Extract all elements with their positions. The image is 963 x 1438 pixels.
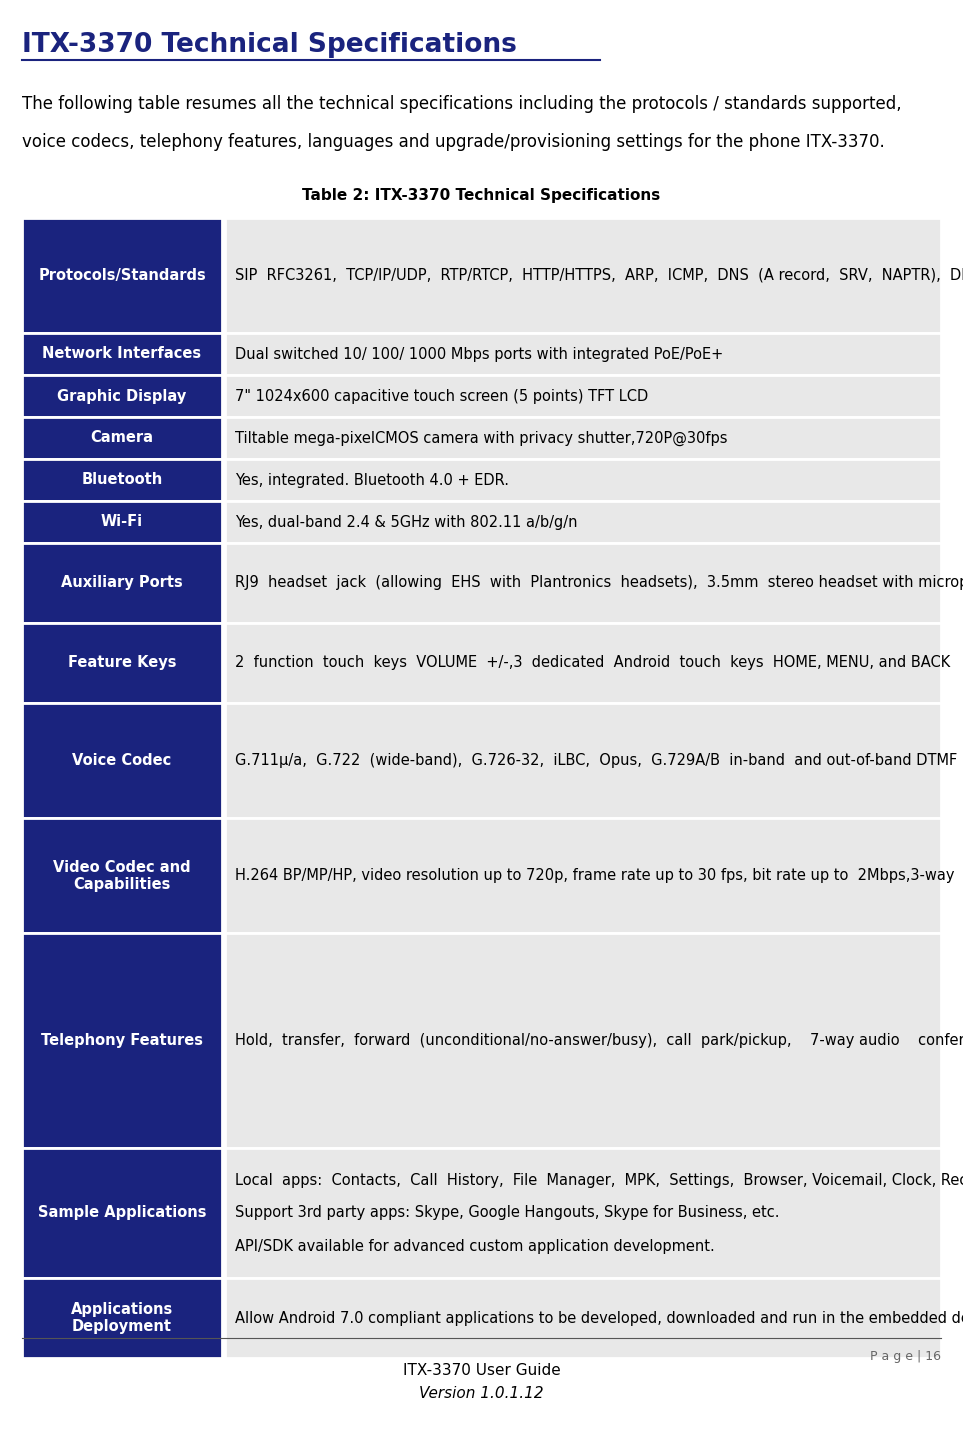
Bar: [225, 818, 941, 933]
Bar: [225, 1278, 941, 1357]
Bar: [225, 459, 941, 500]
Bar: [22, 544, 222, 623]
Text: voice codecs, telephony features, languages and upgrade/provisioning settings fo: voice codecs, telephony features, langua…: [22, 132, 885, 151]
Text: 7" 1024x600 capacitive touch screen (5 points) TFT LCD: 7" 1024x600 capacitive touch screen (5 p…: [235, 388, 648, 404]
Bar: [225, 219, 941, 334]
Text: P a g e | 16: P a g e | 16: [870, 1350, 941, 1363]
Bar: [225, 544, 941, 623]
Bar: [225, 500, 941, 544]
Text: RJ9  headset  jack  (allowing  EHS  with  Plantronics  headsets),  3.5mm  stereo: RJ9 headset jack (allowing EHS with Plan…: [235, 575, 963, 591]
Bar: [22, 818, 222, 933]
Text: Version 1.0.1.12: Version 1.0.1.12: [419, 1386, 544, 1401]
Text: Yes, integrated. Bluetooth 4.0 + EDR.: Yes, integrated. Bluetooth 4.0 + EDR.: [235, 473, 509, 487]
Text: SIP  RFC3261,  TCP/IP/UDP,  RTP/RTCP,  HTTP/HTTPS,  ARP,  ICMP,  DNS  (A record,: SIP RFC3261, TCP/IP/UDP, RTP/RTCP, HTTP/…: [235, 267, 963, 283]
Text: Protocols/Standards: Protocols/Standards: [39, 267, 206, 283]
Bar: [225, 417, 941, 459]
Text: G.711µ/a,  G.722  (wide-band),  G.726-32,  iLBC,  Opus,  G.729A/B  in-band  and : G.711µ/a, G.722 (wide-band), G.726-32, i…: [235, 754, 963, 768]
Text: Local  apps:  Contacts,  Call  History,  File  Manager,  MPK,  Settings,  Browse: Local apps: Contacts, Call History, File…: [235, 1172, 963, 1188]
Bar: [22, 459, 222, 500]
Text: Camera: Camera: [91, 430, 153, 446]
Bar: [225, 1148, 941, 1278]
Text: Deployment: Deployment: [72, 1319, 172, 1334]
Bar: [22, 334, 222, 375]
Text: The following table resumes all the technical specifications including the proto: The following table resumes all the tech…: [22, 95, 901, 114]
Text: Table 2: ITX-3370 Technical Specifications: Table 2: ITX-3370 Technical Specificatio…: [302, 188, 661, 203]
Text: ITX-3370 User Guide: ITX-3370 User Guide: [403, 1363, 560, 1378]
Text: Auxiliary Ports: Auxiliary Ports: [61, 575, 183, 591]
Bar: [225, 375, 941, 417]
Text: API/SDK available for advanced custom application development.: API/SDK available for advanced custom ap…: [235, 1238, 715, 1254]
Text: Dual switched 10/ 100/ 1000 Mbps ports with integrated PoE/PoE+: Dual switched 10/ 100/ 1000 Mbps ports w…: [235, 347, 723, 361]
Text: Network Interfaces: Network Interfaces: [42, 347, 201, 361]
Text: Tiltable mega-pixelCMOS camera with privacy shutter,720P@30fps: Tiltable mega-pixelCMOS camera with priv…: [235, 430, 727, 446]
Bar: [22, 500, 222, 544]
Text: Yes, dual-band 2.4 & 5GHz with 802.11 a/b/g/n: Yes, dual-band 2.4 & 5GHz with 802.11 a/…: [235, 515, 578, 529]
Bar: [22, 933, 222, 1148]
Text: H.264 BP/MP/HP, video resolution up to 720p, frame rate up to 30 fps, bit rate u: H.264 BP/MP/HP, video resolution up to 7…: [235, 869, 963, 883]
Bar: [225, 623, 941, 703]
Text: Graphic Display: Graphic Display: [58, 388, 187, 404]
Text: Wi-Fi: Wi-Fi: [101, 515, 143, 529]
Bar: [22, 1148, 222, 1278]
Text: Support 3rd party apps: Skype, Google Hangouts, Skype for Business, etc.: Support 3rd party apps: Skype, Google Ha…: [235, 1205, 779, 1221]
Bar: [22, 375, 222, 417]
Text: Hold,  transfer,  forward  (unconditional/no-answer/busy),  call  park/pickup,  : Hold, transfer, forward (unconditional/n…: [235, 1032, 963, 1048]
Text: Allow Android 7.0 compliant applications to be developed, downloaded and run in : Allow Android 7.0 compliant applications…: [235, 1310, 963, 1326]
Bar: [22, 623, 222, 703]
Text: ITX-3370 Technical Specifications: ITX-3370 Technical Specifications: [22, 32, 517, 58]
Bar: [22, 417, 222, 459]
Text: Applications: Applications: [71, 1301, 173, 1317]
Text: Telephony Features: Telephony Features: [41, 1032, 203, 1048]
Text: Voice Codec: Voice Codec: [72, 754, 171, 768]
Bar: [225, 933, 941, 1148]
Bar: [22, 703, 222, 818]
Bar: [225, 703, 941, 818]
Text: Bluetooth: Bluetooth: [82, 473, 163, 487]
Text: Video Codec and: Video Codec and: [53, 860, 191, 874]
Bar: [22, 219, 222, 334]
Text: 2  function  touch  keys  VOLUME  +/-,3  dedicated  Android  touch  keys  HOME, : 2 function touch keys VOLUME +/-,3 dedic…: [235, 656, 950, 670]
Text: Sample Applications: Sample Applications: [38, 1205, 206, 1221]
Bar: [22, 1278, 222, 1357]
Bar: [225, 334, 941, 375]
Text: Feature Keys: Feature Keys: [67, 656, 176, 670]
Text: Capabilities: Capabilities: [73, 877, 170, 892]
